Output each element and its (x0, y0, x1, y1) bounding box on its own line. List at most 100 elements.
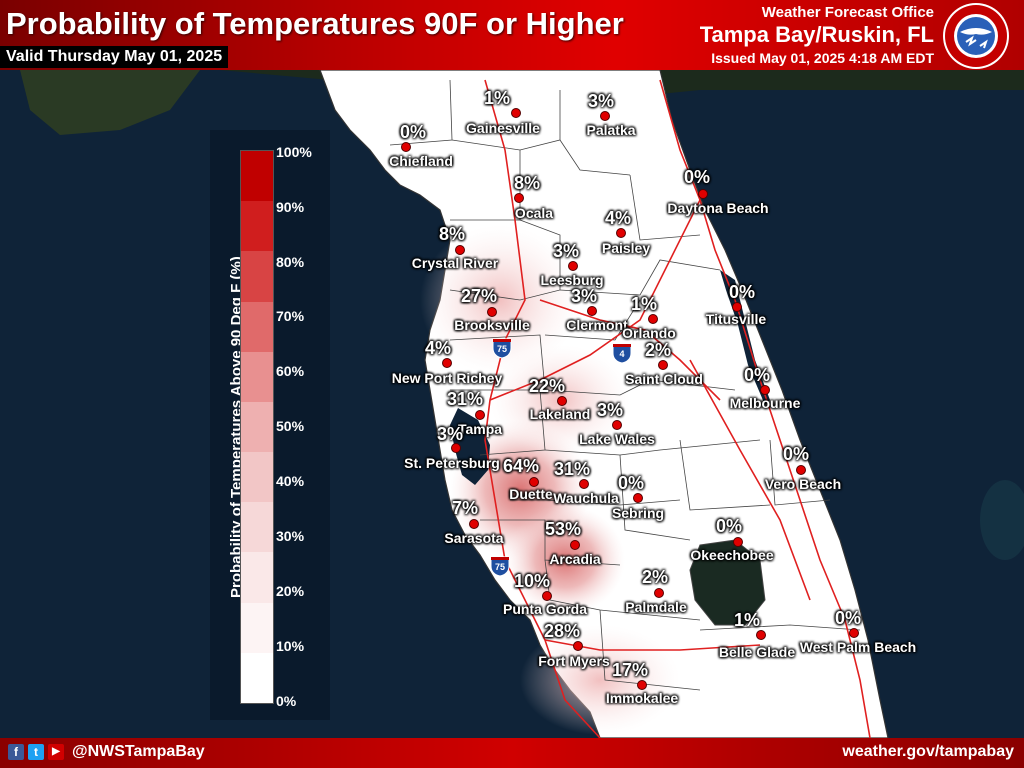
city-name: Wauchula (553, 490, 619, 506)
city-dot (732, 302, 742, 312)
city-probability: 4% (424, 338, 452, 358)
city-name: Saint Cloud (625, 371, 703, 387)
lake-okeechobee (689, 539, 766, 626)
city-name: Leesburg (540, 272, 604, 288)
county-lines (389, 79, 861, 691)
city-probability: 8% (513, 173, 541, 193)
website-url[interactable]: weather.gov/tampabay (842, 743, 1014, 760)
legend-swatch (241, 401, 273, 453)
city-dot (511, 108, 521, 118)
city-dot (469, 519, 479, 529)
legend-label: 20% (276, 583, 305, 599)
land-northwest (20, 70, 200, 135)
city-probability: 1% (733, 610, 761, 630)
city-name: Melbourne (729, 395, 801, 411)
legend-label: 0% (276, 693, 297, 709)
youtube-icon[interactable]: ▶ (48, 744, 64, 760)
interstate-shield-icon: 75 (490, 556, 510, 577)
city-name: Vero Beach (764, 476, 842, 492)
city-name: Paisley (601, 240, 651, 256)
city-probability: 0% (743, 365, 771, 385)
interstate-shield-icon: 75 (492, 338, 512, 359)
city-probability: 0% (715, 516, 743, 536)
office-name: Tampa Bay/Ruskin, FL (699, 22, 934, 47)
city-probability: 0% (782, 444, 810, 464)
heat-area-desoto (505, 505, 625, 615)
legend-swatch (241, 151, 273, 202)
city-dot (568, 261, 578, 271)
city-name: Arcadia (549, 551, 601, 567)
header-banner: Probability of Temperatures 90F or Highe… (0, 0, 1024, 70)
city-name: Orlando (622, 325, 676, 341)
page-title: Probability of Temperatures 90F or Highe… (6, 6, 624, 41)
city-probability: 22% (528, 376, 566, 396)
city-name: Brooksville (454, 317, 530, 333)
city-dot (557, 396, 567, 406)
city-probability: 31% (553, 459, 591, 479)
city-dot (542, 591, 552, 601)
city-probability: 0% (617, 473, 645, 493)
legend-swatch (241, 351, 273, 402)
legend-swatch (241, 602, 273, 653)
city-name: Belle Glade (718, 644, 796, 660)
interstate-roads (484, 79, 871, 739)
twitter-icon[interactable]: t (28, 744, 44, 760)
legend-label: 60% (276, 363, 305, 379)
city-dot (648, 314, 658, 324)
city-name: Crystal River (411, 255, 499, 271)
footer-banner: f t ▶ @NWSTampaBay weather.gov/tampabay (0, 738, 1024, 768)
city-name: Gainesville (466, 120, 540, 136)
legend-swatch (241, 502, 273, 553)
facebook-icon[interactable]: f (8, 744, 24, 760)
city-probability: 3% (587, 91, 615, 111)
city-dot (475, 410, 485, 420)
city-dot (401, 142, 411, 152)
city-name: Fort Myers (538, 653, 610, 669)
city-name: Sebring (611, 505, 665, 521)
nws-logo-icon (943, 3, 1009, 69)
valid-date: Valid Thursday May 01, 2025 (0, 46, 229, 68)
city-probability: 17% (611, 660, 649, 680)
city-dot (756, 630, 766, 640)
legend-label: 40% (276, 473, 305, 489)
city-dot (796, 465, 806, 475)
social-handle[interactable]: @NWSTampaBay (72, 743, 205, 760)
bahamas-hint (980, 480, 1024, 560)
city-dot (570, 540, 580, 550)
city-probability: 0% (834, 608, 862, 628)
legend-swatch (241, 201, 273, 252)
city-name: Titusville (705, 311, 767, 327)
city-name: St. Petersburg (404, 455, 500, 471)
legend-swatch (241, 452, 273, 503)
city-dot (760, 385, 770, 395)
city-probability: 3% (436, 424, 464, 444)
city-probability: 3% (552, 241, 580, 261)
city-dot (637, 680, 647, 690)
city-dot (529, 477, 539, 487)
legend-swatch (241, 301, 273, 352)
city-dot (455, 245, 465, 255)
city-probability: 0% (728, 282, 756, 302)
city-probability: 0% (399, 122, 427, 142)
city-probability: 53% (544, 519, 582, 539)
legend-label: 30% (276, 528, 305, 544)
city-probability: 7% (451, 498, 479, 518)
legend-swatch (241, 652, 273, 703)
city-name: Okeechobee (690, 547, 774, 563)
city-name: Daytona Beach (667, 200, 769, 216)
city-dot (587, 306, 597, 316)
city-dot (514, 193, 524, 203)
city-dot (600, 111, 610, 121)
city-dot (442, 358, 452, 368)
city-name: Palmdale (625, 599, 687, 615)
city-name: Chiefland (389, 153, 453, 169)
city-dot (487, 307, 497, 317)
legend-label: 90% (276, 199, 305, 215)
city-dot (616, 228, 626, 238)
city-probability: 4% (604, 208, 632, 228)
city-probability: 2% (641, 567, 669, 587)
city-name: Tampa (457, 421, 503, 437)
city-name: Punta Gorda (502, 601, 588, 617)
